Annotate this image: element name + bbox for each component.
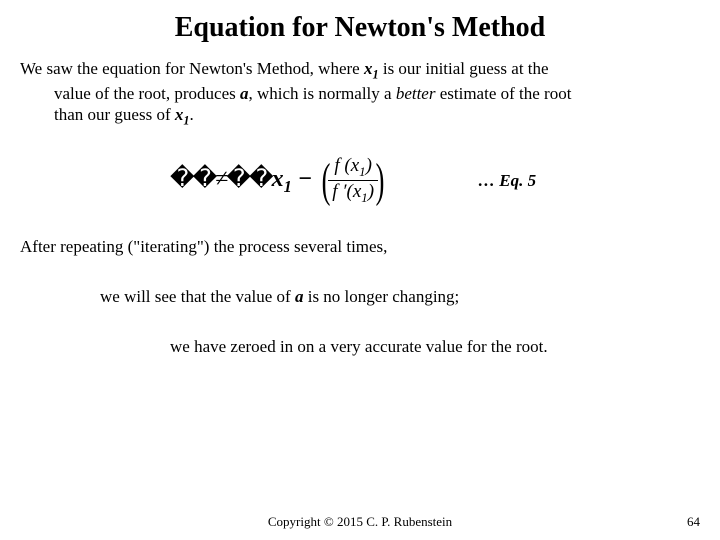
para1-indent1: value of the root, produces [54,84,240,103]
den-close: ) [368,181,374,202]
line-zeroed-in: we have zeroed in on a very accurate val… [20,337,700,357]
footer: Copyright © 2015 C. P. Rubenstein 64 [0,514,720,530]
eq-x: x [272,166,284,192]
equation-fraction: ( f (x1) f ′(x1) ) [318,156,388,205]
eq-minus: − [292,166,313,192]
para1-a: a [240,84,249,103]
para1-better: better [396,84,436,103]
copyright-text: Copyright © 2015 C. P. Rubenstein [0,514,720,530]
equation-left: ��≠��x1 − [170,164,312,197]
equation-label: … Eq. 5 [478,171,536,191]
fraction-numerator: f (x1) [330,156,376,180]
fraction: f (x1) f ′(x1) [328,156,378,205]
eq-placeholder-glyphs: ��≠�� [170,166,272,192]
page-number: 64 [687,514,700,530]
fraction-denominator: f ′(x1) [328,180,378,205]
line-after-repeating: After repeating ("iterating") the proces… [20,237,700,257]
slide-container: Equation for Newton's Method We saw the … [0,0,720,540]
den-f: f ′ [332,181,346,202]
line-value-not-changing: we will see that the value of a is no lo… [20,287,700,307]
line3a: we will see that the value of [100,287,295,306]
para1-indent-line2: than our guess of x1. [20,104,700,129]
left-paren: ( [322,159,331,202]
para1-end: . [190,105,194,124]
intro-paragraph: We saw the equation for Newton's Method,… [20,58,700,129]
num-close: ) [366,155,372,176]
equation-row: ��≠��x1 − ( f (x1) f ′(x1) ) … Eq. 5 [20,153,700,209]
line3b: is no longer changing; [303,287,459,306]
para1-mid2: , which is normally a [249,84,396,103]
para1-indent2a: than our guess of [54,105,175,124]
para1-mid3: estimate of the root [435,84,571,103]
num-f: f [334,155,344,176]
para1-lead: We saw the equation for Newton's Method,… [20,59,364,78]
para1-indent-line1: value of the root, produces a, which is … [20,83,700,104]
num-x: x [351,155,359,176]
right-paren: ) [376,159,385,202]
slide-title: Equation for Newton's Method [20,12,700,44]
eq-x-sub: 1 [284,177,292,196]
para1-mid1: is our initial guess at the [379,59,549,78]
den-x: x [353,181,361,202]
